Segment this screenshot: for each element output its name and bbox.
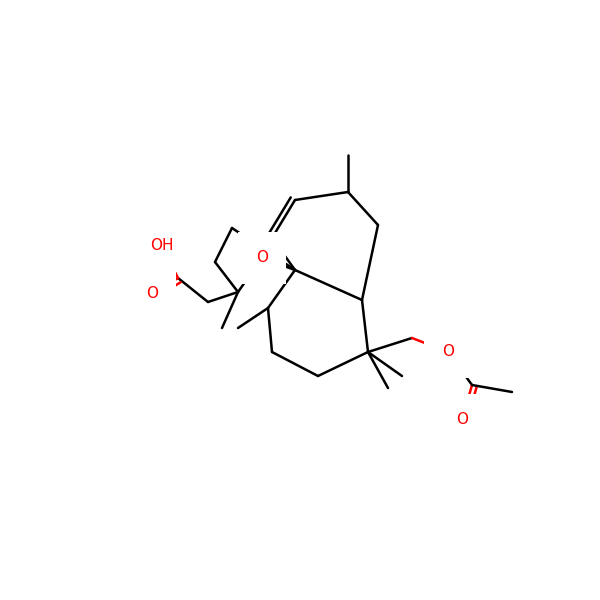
Text: O: O (442, 344, 454, 359)
Text: OH: OH (150, 238, 174, 253)
Text: O: O (456, 413, 468, 427)
Text: O: O (256, 251, 268, 265)
Text: O: O (146, 286, 158, 301)
